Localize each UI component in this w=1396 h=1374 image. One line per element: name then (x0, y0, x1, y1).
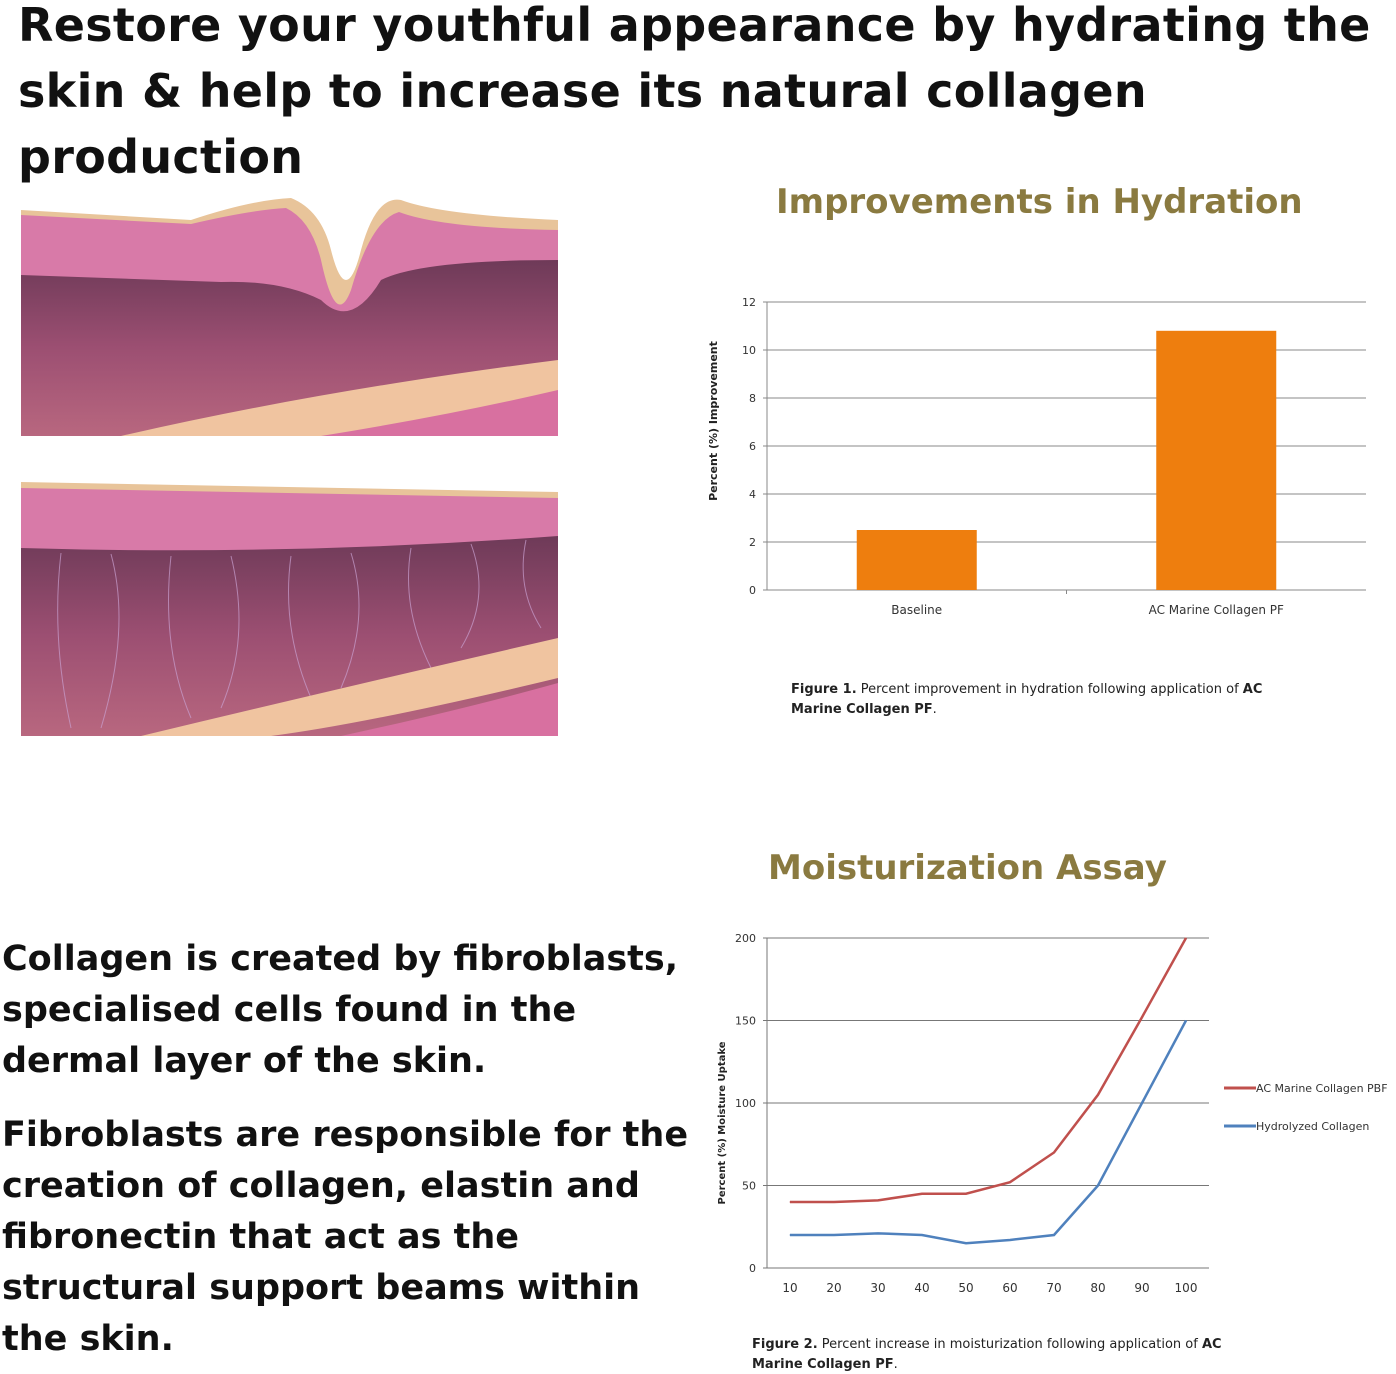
x-tick-label: Baseline (891, 603, 942, 617)
data-point (1009, 1239, 1011, 1241)
bar-0 (856, 530, 977, 590)
x-tick-label: 80 (1090, 1281, 1105, 1295)
caption-text: Percent increase in moisturization follo… (821, 1337, 1198, 1352)
caption-label: Figure 2. (752, 1337, 818, 1352)
data-point (1185, 1020, 1187, 1021)
data-point (965, 1193, 967, 1195)
skin-wrinkled-illustration (21, 190, 558, 436)
y-tick-label: 200 (735, 932, 756, 945)
data-point (1097, 1094, 1099, 1096)
y-tick-label: 150 (735, 1015, 756, 1028)
x-tick-label: 70 (1046, 1281, 1061, 1295)
chart2-caption: Figure 2. Percent increase in moisturiza… (752, 1335, 1232, 1374)
data-point (965, 1242, 967, 1244)
y-tick-label: 4 (749, 488, 756, 501)
skin-smooth-illustration (21, 478, 558, 736)
y-tick-label: 2 (749, 536, 756, 549)
x-tick-label: 50 (958, 1281, 973, 1295)
caption-label: Figure 1. (791, 682, 857, 697)
y-tick-label: 10 (742, 344, 756, 357)
data-point (1097, 1185, 1099, 1186)
moisturization-line-chart: 0 50 100 150 200 10 20 30 40 50 60 70 80 90 100 AC Mari… (717, 932, 1388, 1295)
data-point (1141, 1016, 1143, 1018)
x-tick-label: 40 (914, 1281, 929, 1295)
x-tick-label: 30 (870, 1281, 885, 1295)
y-tick-label: 100 (735, 1097, 756, 1110)
y-axis-label: Percent (%) Improvement (707, 341, 720, 501)
data-point (1053, 1234, 1055, 1236)
hydration-bar-chart: 0 2 4 6 8 10 12 Baseline AC Marine Collagen PF Pe… (707, 296, 1366, 617)
headline: Restore your youthful appearance by hydr… (18, 0, 1371, 184)
data-point (1009, 1181, 1011, 1183)
caption-end: . (893, 1357, 898, 1372)
chart2-title: Moisturization Assay (768, 848, 1167, 888)
data-point (833, 1201, 835, 1203)
legend-label: AC Marine Collagen PBF (1256, 1082, 1388, 1095)
legend-label: Hydrolyzed Collagen (1256, 1120, 1369, 1133)
caption-text: Percent improvement in hydration followi… (860, 682, 1239, 697)
data-point (1053, 1152, 1055, 1153)
y-tick-label: 50 (742, 1180, 756, 1193)
caption-product: AC Marine Collagen PF (752, 1337, 1222, 1372)
x-tick-label: 20 (826, 1281, 841, 1295)
x-tick-label: 10 (782, 1281, 797, 1295)
y-axis-label: Percent (%) Moisture Uptake (717, 1041, 728, 1204)
caption-product: AC Marine Collagen PF (791, 682, 1263, 717)
series-line-0 (790, 937, 1188, 1204)
paragraph-structural: Fibroblasts are responsible for the crea… (2, 1115, 689, 1359)
data-point (1141, 1102, 1143, 1104)
chart1-title: Improvements in Hydration (776, 182, 1303, 222)
data-point (921, 1193, 923, 1195)
data-point (877, 1199, 879, 1201)
y-tick-label: 0 (749, 584, 756, 597)
bar-1 (1156, 330, 1277, 590)
data-point (789, 1201, 791, 1203)
y-tick-label: 0 (749, 1262, 756, 1275)
caption-end: . (932, 702, 937, 717)
y-tick-label: 12 (742, 296, 756, 309)
x-tick-label: AC Marine Collagen PF (1149, 603, 1284, 617)
y-tick-label: 6 (749, 440, 756, 453)
x-tick-label: 100 (1175, 1281, 1198, 1295)
x-tick-label: 60 (1002, 1281, 1017, 1295)
data-point (833, 1234, 835, 1236)
chart1-caption: Figure 1. Percent improvement in hydrati… (791, 680, 1291, 720)
data-point (1185, 937, 1187, 939)
series-line-1 (790, 1019, 1188, 1245)
x-tick-label: 90 (1134, 1281, 1149, 1295)
data-point (789, 1234, 791, 1236)
y-tick-label: 8 (749, 392, 756, 405)
paragraph-fibroblasts: Collagen is created by fibroblasts, spec… (2, 939, 679, 1081)
data-point (921, 1234, 923, 1236)
data-point (877, 1232, 879, 1234)
